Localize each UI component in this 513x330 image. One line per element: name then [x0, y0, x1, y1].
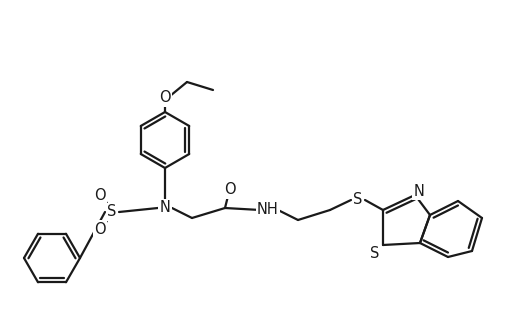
Text: NH: NH	[257, 203, 279, 217]
Text: S: S	[107, 205, 116, 219]
Text: O: O	[94, 221, 106, 237]
Text: O: O	[224, 182, 236, 197]
Text: N: N	[413, 183, 424, 199]
Text: O: O	[159, 90, 171, 106]
Text: O: O	[94, 187, 106, 203]
Text: S: S	[370, 246, 380, 260]
Text: S: S	[353, 192, 363, 208]
Text: N: N	[160, 201, 170, 215]
